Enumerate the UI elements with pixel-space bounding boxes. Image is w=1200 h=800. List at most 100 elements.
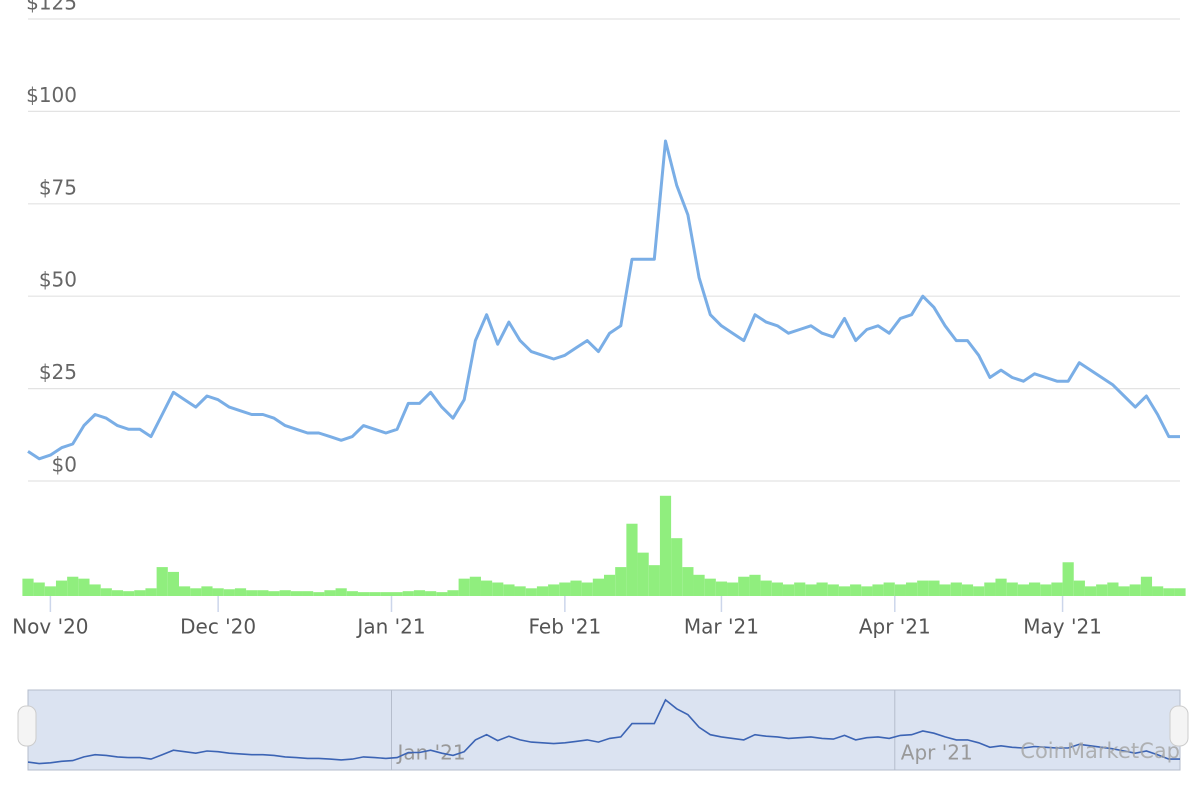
volume-bar bbox=[145, 588, 157, 596]
volume-bar bbox=[100, 588, 112, 596]
volume-bar bbox=[559, 582, 571, 596]
volume-bar bbox=[905, 582, 918, 596]
volume-bar bbox=[604, 574, 616, 596]
volume-bar bbox=[1107, 582, 1119, 596]
volume-bar bbox=[917, 580, 929, 596]
volume-bar bbox=[44, 586, 56, 596]
volume-bar bbox=[67, 576, 79, 596]
volume-bar bbox=[78, 578, 90, 596]
volume-bar bbox=[246, 590, 258, 596]
volume-bar bbox=[302, 591, 314, 596]
y-tick-label: $50 bbox=[39, 268, 77, 292]
x-tick-label: Mar '21 bbox=[684, 615, 759, 639]
volume-bar bbox=[682, 567, 694, 596]
volume-bar bbox=[279, 590, 291, 596]
volume-bar bbox=[615, 567, 627, 596]
volume-bar bbox=[1129, 584, 1141, 596]
volume-bar bbox=[760, 580, 772, 596]
navigator-line bbox=[27, 698, 1180, 765]
volume-bar bbox=[738, 576, 750, 596]
volume-bar bbox=[961, 584, 974, 596]
volume-bar bbox=[402, 591, 414, 596]
volume-bar bbox=[525, 588, 537, 596]
volume-bar bbox=[995, 578, 1007, 596]
volume-bar bbox=[469, 576, 481, 596]
volume-bar bbox=[458, 578, 470, 596]
volume-bar bbox=[156, 567, 168, 596]
navigator-window bbox=[27, 689, 1181, 771]
volume-bar bbox=[984, 582, 996, 596]
volume-bar bbox=[581, 582, 593, 596]
volume-bar bbox=[805, 584, 817, 596]
volume-bar bbox=[369, 592, 381, 596]
price-line bbox=[27, 139, 1180, 461]
x-tick-label: Dec '20 bbox=[180, 615, 256, 639]
y-tick-label: $125 bbox=[26, 0, 77, 15]
volume-bar bbox=[536, 586, 549, 596]
navigator-label: Apr '21 bbox=[901, 741, 973, 765]
volume-bar bbox=[1163, 588, 1175, 596]
volume-bar bbox=[1152, 586, 1164, 596]
volume-bar bbox=[1174, 588, 1186, 596]
volume-bar bbox=[190, 588, 202, 596]
volume-bar bbox=[436, 592, 448, 596]
x-tick-label: Apr '21 bbox=[859, 615, 931, 639]
watermark: CoinMarketCap bbox=[1020, 739, 1180, 763]
volume-bar bbox=[503, 584, 515, 596]
volume-bar bbox=[1118, 586, 1130, 596]
volume-bar bbox=[861, 586, 873, 596]
volume-bar bbox=[324, 590, 336, 596]
volume-bar bbox=[134, 590, 146, 596]
volume-bar bbox=[548, 584, 560, 596]
x-tick-label: Feb '21 bbox=[528, 615, 601, 639]
volume-bar bbox=[22, 578, 34, 596]
volume-bar bbox=[425, 591, 437, 596]
volume-bar bbox=[1084, 586, 1097, 596]
volume-bar bbox=[201, 586, 213, 596]
volume-bar bbox=[234, 588, 247, 596]
volume-bar bbox=[838, 586, 851, 596]
volume-bar bbox=[1096, 584, 1108, 596]
volume-bar bbox=[1040, 584, 1052, 596]
x-tick-label: Nov '20 bbox=[12, 615, 88, 639]
volume-bar bbox=[659, 495, 672, 596]
volume-bar bbox=[514, 586, 526, 596]
navigator-handle-left[interactable] bbox=[17, 705, 37, 747]
volume-bar bbox=[1140, 576, 1153, 596]
volume-bar bbox=[178, 586, 191, 596]
volume-bar bbox=[727, 582, 739, 596]
volume-bar bbox=[212, 588, 224, 596]
volume-bar bbox=[357, 592, 370, 596]
navigator-label: Jan '21 bbox=[395, 741, 465, 765]
plot-layer: $0 $25 $50 $75 $100 $125 Nov '20 Dec '20 Jan '21… bbox=[12, 0, 1186, 770]
volume-bar bbox=[1051, 582, 1063, 596]
y-tick-label: $100 bbox=[26, 83, 77, 107]
volume-bar bbox=[939, 584, 951, 596]
volume-bar bbox=[928, 580, 940, 596]
navigator-handle-right[interactable] bbox=[1169, 705, 1189, 747]
volume-bar bbox=[816, 582, 828, 596]
volume-bar bbox=[492, 582, 504, 596]
volume-bar bbox=[1062, 562, 1074, 596]
volume-bar bbox=[570, 580, 582, 596]
x-tick-label: May '21 bbox=[1023, 615, 1102, 639]
volume-bar bbox=[1073, 580, 1085, 596]
volume-bar bbox=[671, 538, 683, 596]
volume-bar bbox=[346, 591, 358, 596]
volume-bar bbox=[1029, 582, 1041, 596]
volume-bar bbox=[335, 588, 347, 596]
volume-bar bbox=[637, 552, 649, 596]
x-tick-label: Jan '21 bbox=[355, 615, 425, 639]
volume-bar bbox=[1006, 582, 1018, 596]
volume-bar bbox=[55, 580, 68, 596]
y-tick-label: $75 bbox=[39, 175, 77, 199]
volume-bar bbox=[648, 565, 660, 596]
volume-bar bbox=[771, 582, 783, 596]
volume-bar bbox=[447, 590, 459, 596]
volume-bar bbox=[704, 578, 716, 596]
volume-bar bbox=[872, 584, 884, 596]
y-tick-label: $0 bbox=[52, 453, 77, 477]
volume-bar bbox=[592, 578, 604, 596]
volume-bar bbox=[883, 582, 895, 596]
